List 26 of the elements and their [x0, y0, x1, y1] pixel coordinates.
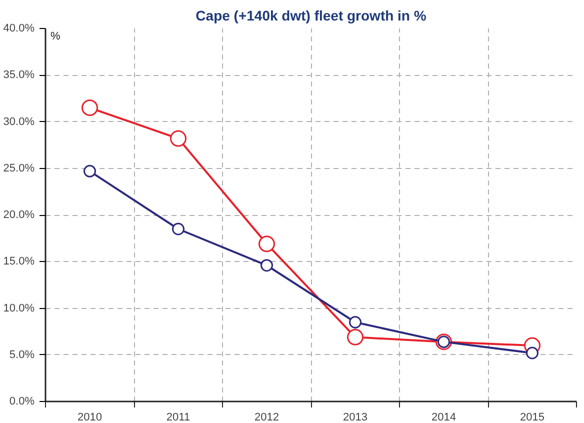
y-tick-label: 0.0%	[9, 396, 35, 408]
point	[258, 236, 275, 252]
y-tick-label: 20.0%	[3, 209, 35, 221]
x-tick-label: 2010	[78, 412, 102, 423]
point	[349, 316, 362, 328]
x-tick-label: 2014	[432, 412, 456, 423]
y-tick-label: 35.0%	[3, 69, 35, 82]
point	[84, 164, 96, 178]
y-tick-label: 10.0%	[3, 302, 35, 314]
y-tick-label: 5.0%	[9, 348, 35, 361]
point	[526, 346, 538, 360]
chart-title: Cape (+140k dwt) fleet growth in %	[196, 8, 427, 24]
point	[260, 259, 273, 272]
x-tick-label: 2013	[343, 412, 368, 423]
x-tick-label: 2012	[254, 412, 279, 423]
x-tick-label: 2015	[520, 412, 544, 423]
y-tick-label: 15.0%	[3, 256, 35, 268]
y-axis-title: %	[50, 30, 60, 42]
point	[82, 100, 98, 116]
point	[172, 222, 184, 236]
x-tick-label: 2011	[166, 412, 190, 423]
y-tick-label: 25.0%	[3, 162, 35, 174]
y-tick-label: 40.0%	[3, 22, 35, 34]
point	[347, 328, 364, 346]
y-tick-label: 30.0%	[3, 116, 35, 128]
point	[170, 130, 186, 147]
